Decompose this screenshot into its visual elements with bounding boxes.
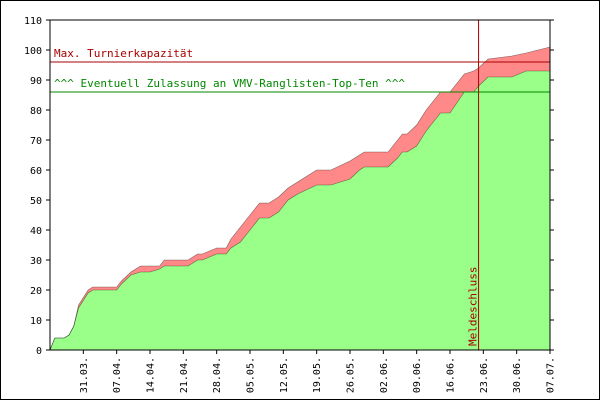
reference-line-label-1: Max. Turnierkapazität: [54, 47, 193, 60]
y-tick-label: 30: [30, 256, 42, 267]
x-tick-label: 02.06.: [379, 357, 390, 393]
x-tick-label: 31.03.: [79, 357, 90, 393]
y-tick-label: 40: [30, 226, 42, 237]
x-tick-label: 14.04.: [146, 357, 157, 393]
x-tick-label: 09.06.: [412, 357, 423, 393]
lower-series-line: [49, 70, 550, 351]
x-tick-label: 19.05.: [312, 357, 323, 393]
y-tick-label: 80: [30, 106, 42, 117]
x-tick-label: 07.07.: [546, 357, 557, 393]
x-tick-label: 28.04.: [212, 357, 223, 393]
y-tick-label: 100: [24, 46, 42, 57]
y-tick-label: 60: [30, 166, 42, 177]
y-tick-label: 50: [30, 196, 42, 207]
x-tick-label: 16.06.: [446, 357, 457, 393]
x-tick-label: 07.04.: [112, 357, 123, 393]
lower-series-area: [50, 71, 550, 350]
y-tick-label: 0: [36, 346, 42, 357]
x-tick-label: 05.05.: [246, 357, 257, 393]
x-tick-label: 23.06.: [479, 357, 490, 393]
x-tick-label: 26.05.: [346, 357, 357, 393]
y-tick-label: 10: [30, 316, 42, 327]
x-tick-label: 12.05.: [279, 357, 290, 393]
x-tick-label: 21.04.: [179, 357, 190, 393]
y-tick-label: 70: [30, 136, 42, 147]
deadline-marker-label: Meldeschluss: [467, 267, 480, 346]
y-tick-label: 110: [24, 16, 42, 27]
y-tick-label: 90: [30, 76, 42, 87]
y-tick-label: 20: [30, 286, 42, 297]
x-tick-label: 30.06.: [512, 357, 523, 393]
upper-series-line: [49, 46, 551, 351]
reference-line-label-2: ^^^ Eventuell Zulassung an VMV-Rangliste…: [54, 77, 405, 90]
